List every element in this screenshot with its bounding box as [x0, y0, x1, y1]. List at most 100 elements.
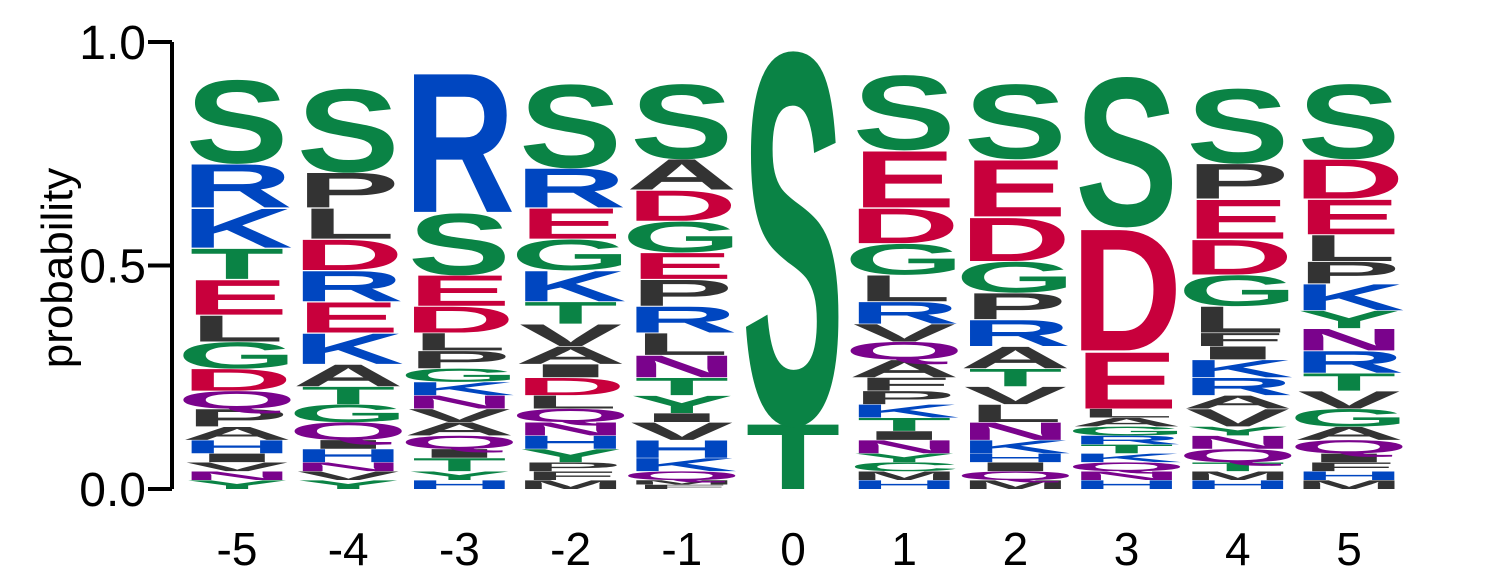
x-tick-label: -2: [550, 523, 591, 575]
logo-letter-t: T: [1302, 368, 1396, 396]
logo-letter-f: F: [857, 374, 951, 395]
y-tick-label: 0.5: [79, 241, 146, 294]
logo-letter-k: K: [292, 325, 403, 374]
logo-letter-p: P: [630, 272, 733, 314]
logo-letter-k: K: [626, 454, 737, 475]
logo-letter-k: K: [1071, 451, 1182, 465]
logo-letter-q: Q: [1067, 460, 1187, 474]
logo-letter-q: Q: [844, 337, 964, 365]
logo-letter-v: V: [1186, 404, 1289, 432]
logo-letter-r: R: [1182, 373, 1293, 401]
logo-letter-d: D: [404, 299, 515, 341]
logo-letter-f: F: [1302, 460, 1396, 474]
logo-letter-h: H: [960, 451, 1071, 465]
logo-letter-t: T: [857, 414, 951, 435]
logo-letter-p: P: [408, 346, 511, 374]
logo-letter-v: V: [630, 417, 733, 445]
logo-letter-a: A: [404, 419, 515, 440]
logo-letter-m: M: [1295, 478, 1403, 492]
logo-letter-t: T: [412, 454, 506, 475]
logo-letter-a: A: [181, 423, 292, 444]
logo-letter-s: S: [519, 60, 622, 193]
logo-letter-i: I: [517, 360, 624, 381]
logo-letter-i: I: [295, 437, 402, 451]
logo-letter-m: M: [628, 479, 736, 486]
logo-letter-n: N: [404, 392, 515, 413]
logo-stacks: YNVIHAPQDGLETKRSYVNHIQGTAKERDLPSHYTIQAVN…: [177, 0, 1409, 535]
logo-letter-q: Q: [622, 469, 742, 483]
logo-letter-k: K: [181, 197, 292, 260]
logo-letter-h: H: [404, 478, 515, 492]
logo-letter-y: Y: [1298, 306, 1401, 334]
logo-letter-e: E: [853, 134, 956, 225]
logo-letter-d: D: [848, 198, 959, 254]
x-tick-label: 0: [780, 523, 806, 575]
logo-letter-g: G: [622, 213, 742, 262]
logo-letter-h: H: [181, 437, 292, 458]
x-tick-label: -1: [661, 523, 702, 575]
logo-letter-g: G: [511, 231, 631, 280]
logo-letter-i: I: [962, 460, 1069, 474]
logo-letter-n: N: [1071, 469, 1182, 483]
logo-letter-l: L: [190, 307, 284, 349]
logo-letter-p: P: [519, 460, 622, 474]
logo-letter-y: Y: [630, 391, 733, 419]
logo-letter-t: T: [746, 405, 840, 510]
logo-letter-n: N: [181, 469, 292, 483]
x-tick-label: 1: [891, 523, 917, 575]
logo-letter-s: S: [186, 56, 289, 189]
logo-letter-e: E: [964, 143, 1067, 234]
x-tick-label: -4: [328, 523, 369, 575]
logo-letter-f: F: [1191, 329, 1285, 350]
logo-letter-s: S: [964, 63, 1067, 182]
x-tick-label: -3: [439, 523, 480, 575]
x-tick-label: 4: [1225, 523, 1251, 575]
logo-letter-q: Q: [177, 386, 297, 414]
logo-letter-h: H: [515, 432, 626, 453]
logo-letter-y: Y: [408, 469, 511, 483]
logo-letter-l: L: [1079, 406, 1173, 420]
logo-letter-l: L: [523, 392, 617, 413]
logo-letter-g: G: [1178, 266, 1298, 315]
logo-letter-k: K: [960, 437, 1071, 458]
logo-letter-v: V: [186, 460, 289, 474]
logo-letter-g: G: [955, 253, 1075, 302]
logo-letter-a: A: [292, 358, 403, 393]
logo-letter-h: H: [292, 445, 403, 466]
logo-letter-y: Y: [1186, 424, 1289, 438]
logo-letter-g: G: [1067, 424, 1187, 438]
logo-letter-t: T: [1191, 460, 1285, 474]
logo-letter-r: R: [1071, 433, 1182, 447]
logo-letter-n: N: [960, 417, 1071, 445]
logo-letter-r: R: [848, 295, 959, 330]
logo-letter-y: Y: [297, 478, 400, 492]
x-axis: -5 -4 -3 -2 -1 0 1 2 3 4 5: [217, 523, 1362, 575]
logo-letter-i: I: [628, 411, 735, 425]
logo-letter-n: N: [515, 419, 626, 440]
logo-letter-r: R: [515, 157, 626, 220]
logo-letter-c: C: [848, 460, 959, 474]
logo-letter-d: D: [960, 204, 1071, 274]
logo-letter-r: R: [960, 312, 1071, 354]
logo-letter-v: V: [1298, 386, 1401, 414]
x-tick-label: 2: [1003, 523, 1029, 575]
logo-letter-g: G: [288, 400, 408, 428]
logo-letter-d: D: [181, 362, 292, 397]
logo-letter-e: E: [630, 245, 733, 287]
logo-letter-v: V: [964, 382, 1067, 410]
logo-letter-n: N: [1293, 322, 1404, 357]
y-axis-label: probability: [33, 168, 82, 369]
x-tick-label: 5: [1336, 523, 1362, 575]
y-axis: 0.0 0.5 1.0: [79, 17, 174, 517]
logo-letter-l: L: [412, 328, 506, 356]
logo-letter-n: N: [626, 349, 737, 384]
logo-letter-l: L: [301, 199, 395, 248]
logo-letter-y: Y: [853, 451, 956, 465]
y-tick-label: 1.0: [79, 17, 146, 70]
logo-letter-f: F: [635, 483, 729, 490]
logo-letter-h: H: [626, 435, 737, 463]
logo-letter-t: T: [1079, 442, 1173, 456]
